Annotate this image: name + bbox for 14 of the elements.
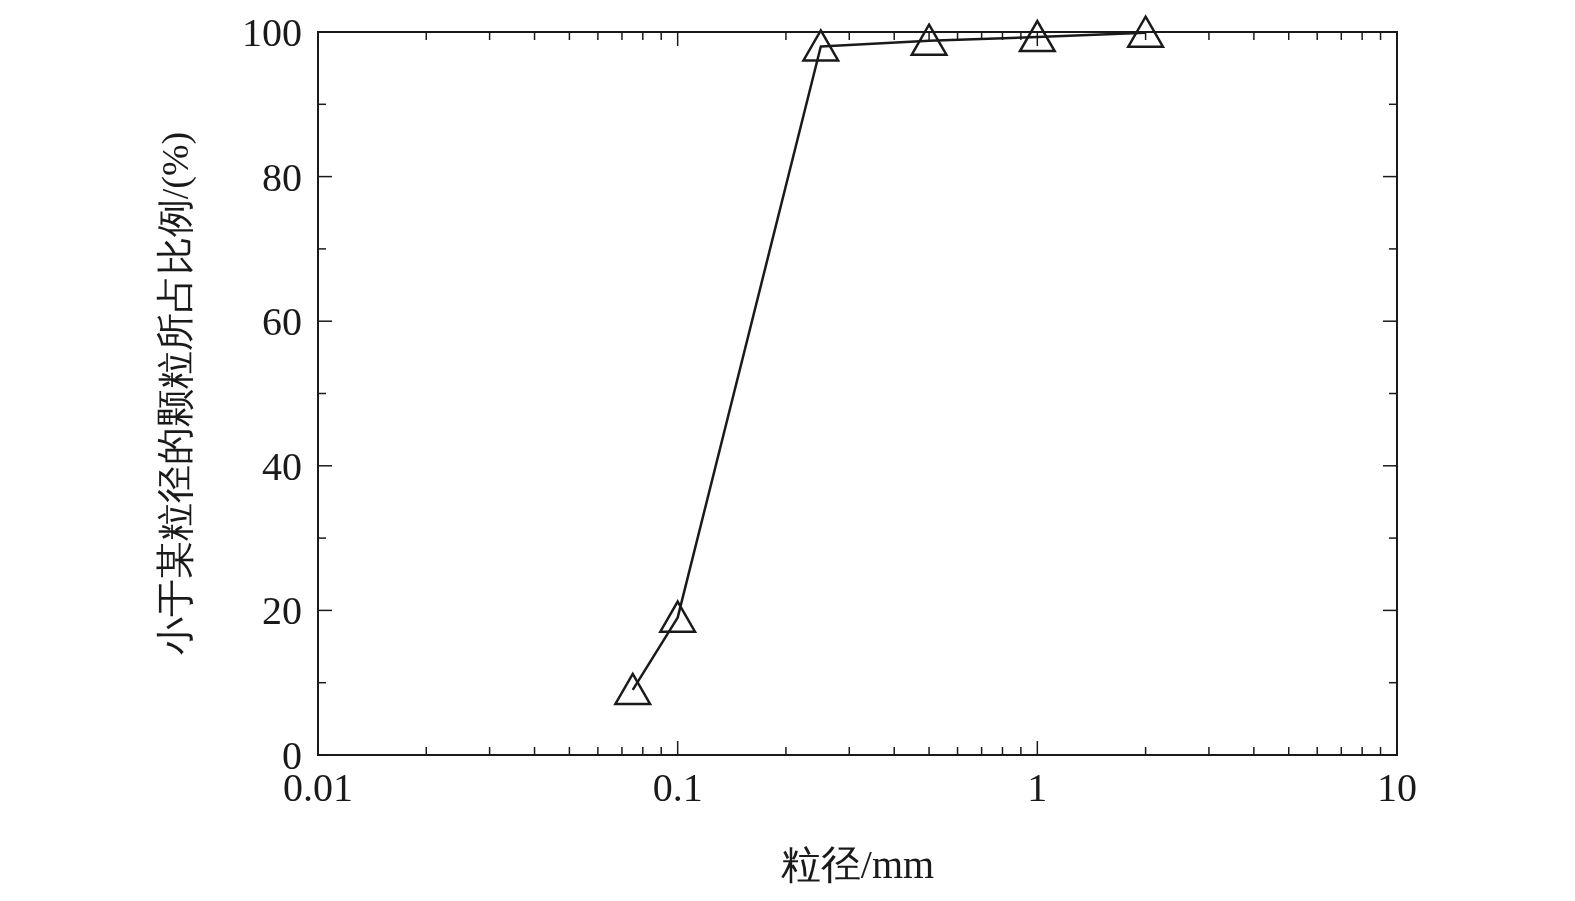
point (1018, 19, 1056, 53)
y-tick-label: 80 (262, 154, 302, 200)
y-tick-label: 100 (242, 10, 302, 55)
y-tick-label: 40 (262, 443, 302, 489)
x-axis-title: 粒径/mm (780, 842, 935, 887)
point (910, 23, 948, 56)
point (1127, 15, 1165, 48)
y-tick-label: 20 (262, 588, 302, 634)
y-tick-label: 60 (262, 299, 302, 345)
x-tick-label: 10 (1377, 765, 1417, 810)
point (802, 29, 840, 62)
y-axis-title: 小于某粒径的颗粒所占比例/(%) (154, 131, 197, 656)
x-tick-label: 0.1 (652, 765, 703, 810)
x-tick-label: 1 (1027, 765, 1048, 810)
